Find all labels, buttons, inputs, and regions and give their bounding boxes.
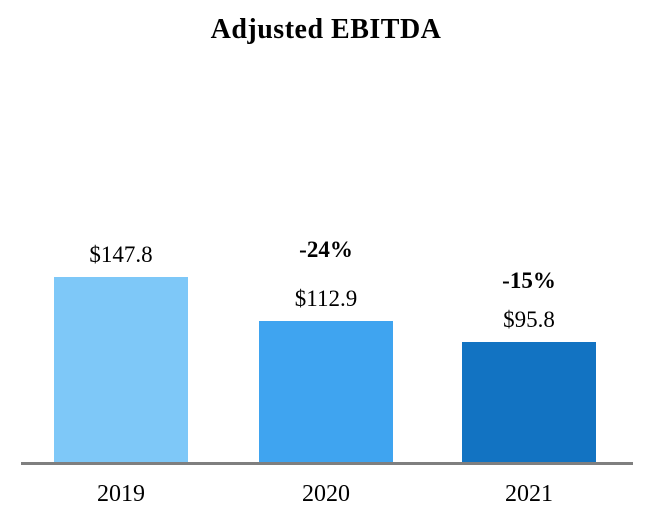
bar-2020: [259, 321, 393, 463]
x-axis-label-2021: 2021: [505, 481, 553, 507]
bar-group-2020: -24% $112.9: [259, 236, 393, 463]
x-axis-label-2019: 2019: [97, 481, 145, 507]
x-axis-line: [21, 462, 633, 465]
bar-group-2021: -15% $95.8: [462, 267, 596, 463]
value-label-2021: $95.8: [503, 307, 555, 332]
value-label-2019: $147.8: [89, 242, 153, 267]
x-axis-label-2020: 2020: [302, 481, 350, 507]
bar-2021: [462, 342, 596, 463]
change-label-2021: -15%: [502, 268, 556, 293]
bar-group-2019: $147.8: [54, 241, 188, 463]
chart-title: Adjusted EBITDA: [210, 14, 442, 45]
value-label-2020: $112.9: [294, 286, 358, 311]
change-label-2020: -24%: [299, 237, 353, 262]
bar-2019: [54, 277, 188, 463]
